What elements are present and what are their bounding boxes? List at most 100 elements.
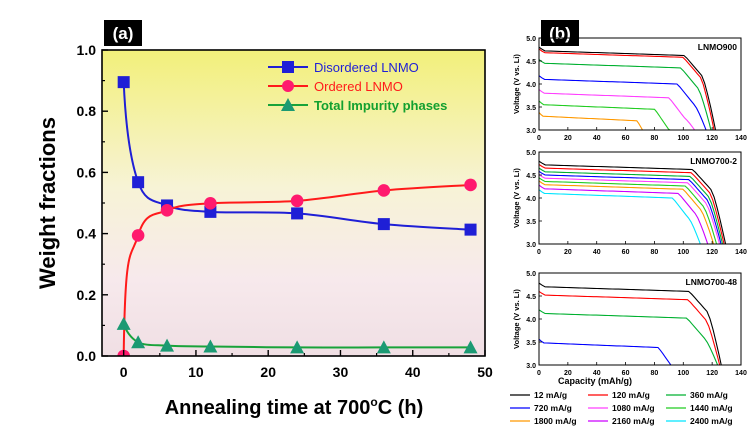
discharge-curve	[539, 184, 709, 244]
y-tick-label: 3.0	[526, 242, 536, 249]
data-point-ordered	[290, 194, 304, 208]
x-tick-label: 100	[677, 135, 689, 142]
panel-a-legend: Disordered LNMO Ordered LNMO Total Impur…	[268, 60, 447, 113]
data-point-disordered	[291, 207, 304, 220]
legend-triangle-marker	[281, 98, 295, 111]
x-tick-label: 40	[593, 370, 601, 377]
legend-entry-ordered: Ordered LNMO	[268, 79, 403, 94]
legend-label-ordered: Ordered LNMO	[314, 79, 403, 94]
y-tick-label: 5.0	[526, 271, 536, 278]
x-tick-label: 50	[477, 364, 493, 380]
x-tick-label: 40	[593, 249, 601, 256]
x-tick-label: 20	[260, 364, 276, 380]
legend-entry-disordered: Disordered LNMO	[268, 60, 419, 75]
y-tick-label: 3.0	[526, 363, 536, 370]
data-point-ordered	[464, 178, 477, 192]
y-tick-label: 4.0	[526, 82, 536, 89]
panel-b-label: (b)	[549, 24, 571, 43]
subplot-lnmo900: 3.0 3.5 4.0 4.5 5.0 0 20 40 60 80 100 120 140 Voltage…	[512, 36, 747, 142]
discharge-curve	[539, 290, 721, 365]
x-tick-label: 60	[622, 249, 630, 256]
panel-b-legend: 12 mA/g 120 mA/g 360 mA/g 720 mA/g 1080 mA/g…	[510, 390, 733, 426]
data-point-ordered	[377, 184, 391, 197]
x-tick-label: 80	[651, 135, 659, 142]
y-tick-label: 0.0	[77, 348, 97, 364]
y-tick-label: 3.5	[526, 105, 536, 112]
data-point-ordered	[131, 229, 145, 242]
y-tick-label: 3.0	[526, 128, 536, 135]
x-tick-label: 20	[564, 249, 572, 256]
discharge-curve	[539, 100, 672, 130]
subplot-title: LNMO900	[698, 42, 737, 52]
discharge-curve	[539, 160, 727, 244]
discharge-curve	[539, 170, 722, 244]
legend-label: 720 mA/g	[534, 403, 572, 413]
y-tick-label: 0.2	[77, 287, 97, 303]
x-tick-label: 140	[735, 249, 747, 256]
x-tick-label: 0	[537, 370, 541, 377]
x-tick-label: 0	[537, 135, 541, 142]
subplot-curves	[539, 160, 727, 244]
subplot-lnmo700-2: 3.0 3.5 4.0 4.5 5.0 0 20 40 60 80 100 120 140 Voltage…	[512, 150, 747, 256]
discharge-curve	[539, 309, 719, 365]
y-tick-label: 0.8	[77, 103, 97, 119]
discharge-curve	[539, 89, 696, 130]
data-point-ordered	[160, 204, 174, 217]
discharge-curve	[539, 59, 712, 130]
data-point-impurity	[290, 340, 305, 354]
legend-label: 12 mA/g	[534, 390, 567, 400]
panel-b-label-box	[541, 20, 579, 46]
y-tick-label: 3.5	[526, 219, 536, 226]
y-tick-label: 1.0	[77, 42, 97, 58]
discharge-curve	[539, 282, 722, 365]
data-point-disordered	[117, 76, 130, 89]
legend-entry-impurity: Total Impurity phases	[268, 98, 447, 113]
data-point-disordered	[204, 205, 217, 218]
discharge-curve	[539, 48, 715, 130]
panel-a-ylabel: Weight fractions	[35, 117, 60, 289]
data-point-ordered	[204, 197, 217, 210]
y-tick-label: 4.5	[526, 294, 536, 301]
legend-label-impurity: Total Impurity phases	[314, 98, 447, 113]
x-tick-label: 60	[622, 135, 630, 142]
x-tick-label: 140	[735, 370, 747, 377]
x-tick-label: 120	[706, 249, 718, 256]
y-tick-label: 0.6	[77, 164, 97, 180]
discharge-curve	[539, 177, 718, 244]
x-tick-label: 0	[120, 364, 128, 380]
x-tick-label: 120	[706, 135, 718, 142]
x-tick-label: 10	[188, 364, 204, 380]
x-tick-label: 140	[735, 135, 747, 142]
x-tick-label: 40	[593, 135, 601, 142]
discharge-curve	[539, 189, 701, 244]
y-tick-label: 4.5	[526, 173, 536, 180]
legend-label: 360 mA/g	[690, 390, 728, 400]
y-tick-label: 4.5	[526, 59, 536, 66]
data-point-impurity	[160, 338, 175, 352]
x-tick-label: 60	[622, 370, 630, 377]
x-tick-label: 20	[564, 370, 572, 377]
discharge-curve	[539, 180, 715, 244]
data-point-impurity	[131, 335, 146, 349]
panel-b-chart: (b) 3.0 3.5 4.0 4.5 5.0 0 20 40 60 80 100 120 140 Vol…	[510, 20, 747, 426]
x-tick-label: 100	[677, 370, 689, 377]
panel-a-chart: 0 10 20 30 40 50 0.0 0.2 0.4 0.6 0.8 1.0 (a) Weight…	[35, 20, 493, 419]
data-point-impurity	[203, 339, 218, 353]
subplot-ylabel: Voltage (V vs. Li)	[512, 54, 521, 114]
subplot-lnmo700-48: 3.0 3.5 4.0 4.5 5.0 0 20 40 60 80 100 120 140 Voltage…	[512, 271, 747, 377]
legend-label: 120 mA/g	[612, 390, 650, 400]
legend-label: 2160 mA/g	[612, 416, 655, 426]
discharge-curve	[539, 167, 724, 244]
subplot-ylabel: Voltage (V vs. Li)	[512, 168, 521, 228]
x-tick-label: 100	[677, 249, 689, 256]
panel-a-label: (a)	[113, 24, 134, 43]
y-tick-label: 5.0	[526, 36, 536, 43]
x-tick-label: 30	[333, 364, 349, 380]
subplot-title: LNMO700-48	[686, 277, 738, 287]
x-tick-label: 80	[651, 370, 659, 377]
discharge-curve	[539, 338, 672, 365]
panel-b-xlabel: Capacity (mAh/g)	[558, 376, 632, 386]
legend-square-marker	[282, 61, 294, 73]
legend-label: 1440 mA/g	[690, 403, 733, 413]
